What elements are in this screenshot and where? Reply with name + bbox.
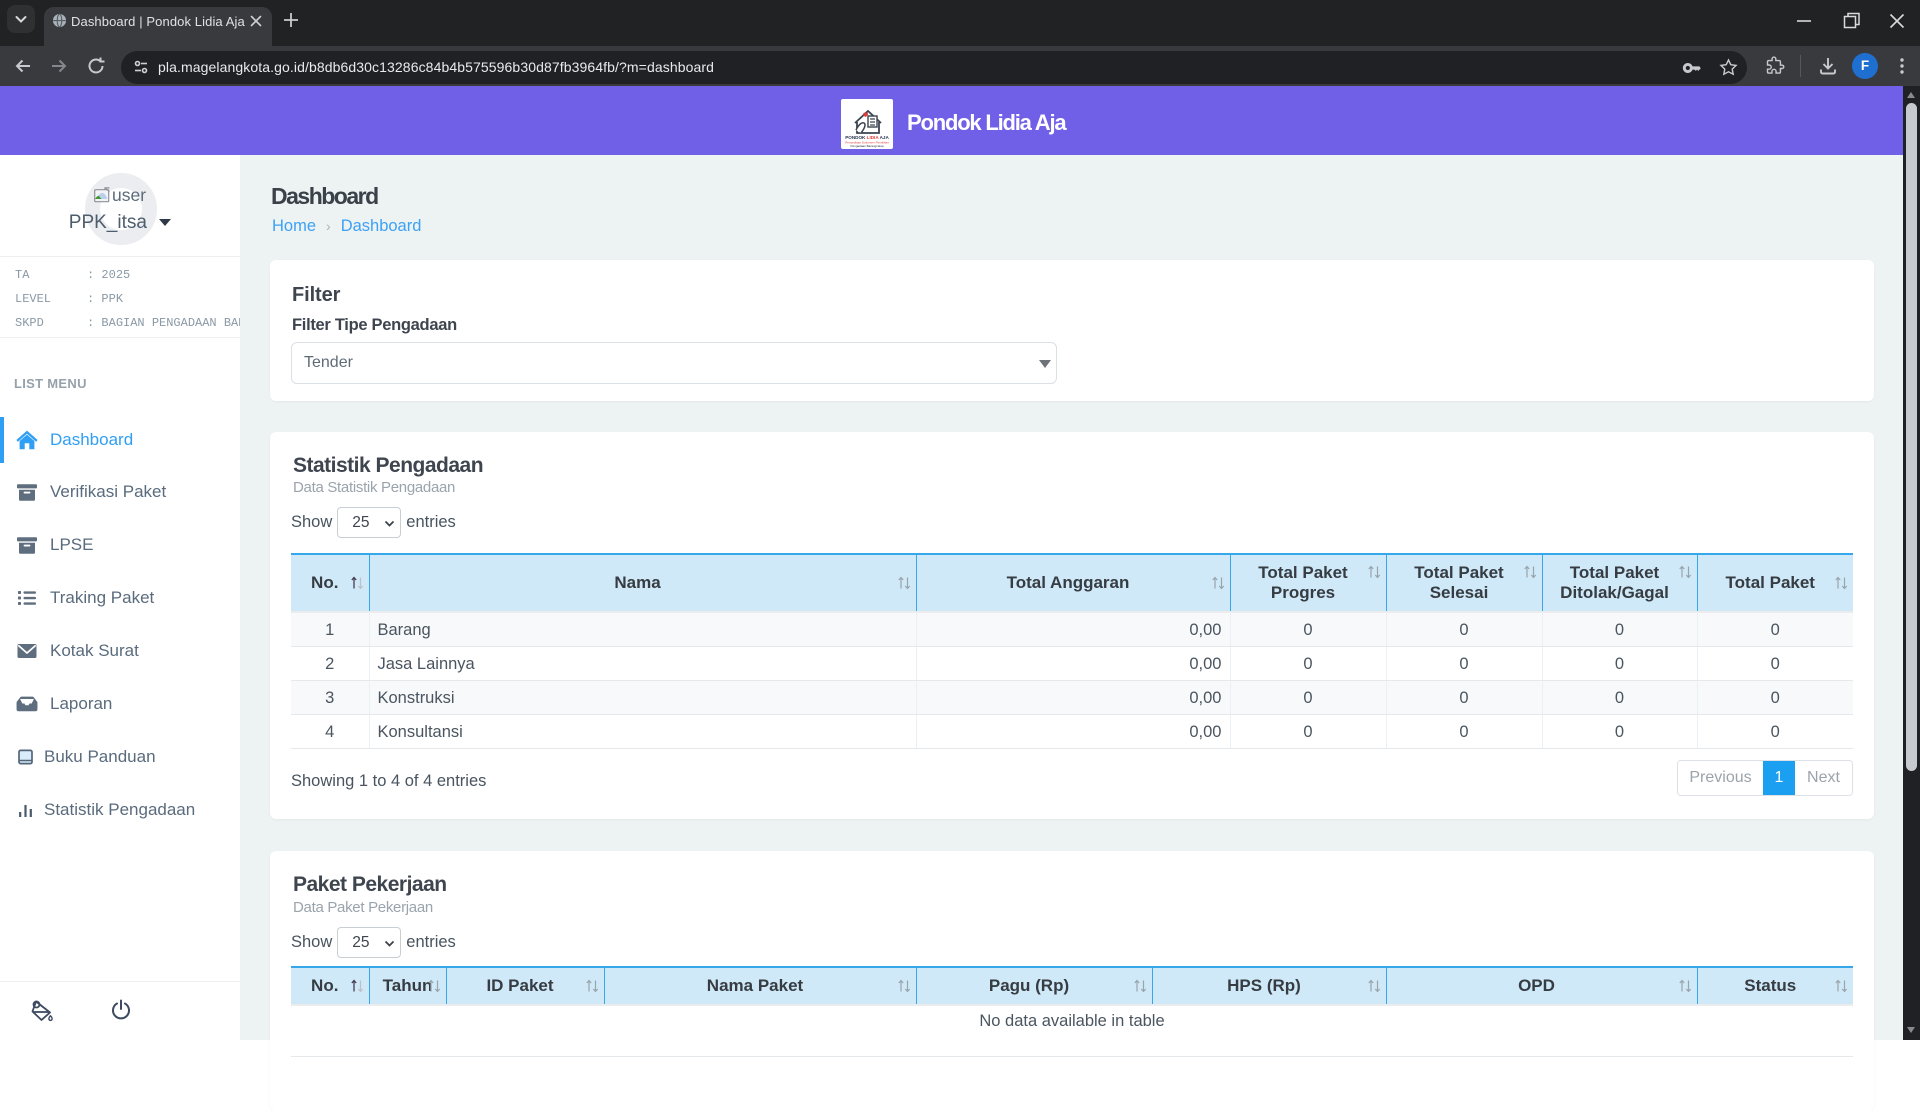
- svg-text:Penyediaan Dokumen Pemilihan: Penyediaan Dokumen Pemilihan: [845, 141, 889, 145]
- svg-text:PONDOK LIDIA AJA: PONDOK LIDIA AJA: [845, 135, 889, 140]
- svg-text:Pengadaan Barang/Jasa: Pengadaan Barang/Jasa: [850, 144, 883, 148]
